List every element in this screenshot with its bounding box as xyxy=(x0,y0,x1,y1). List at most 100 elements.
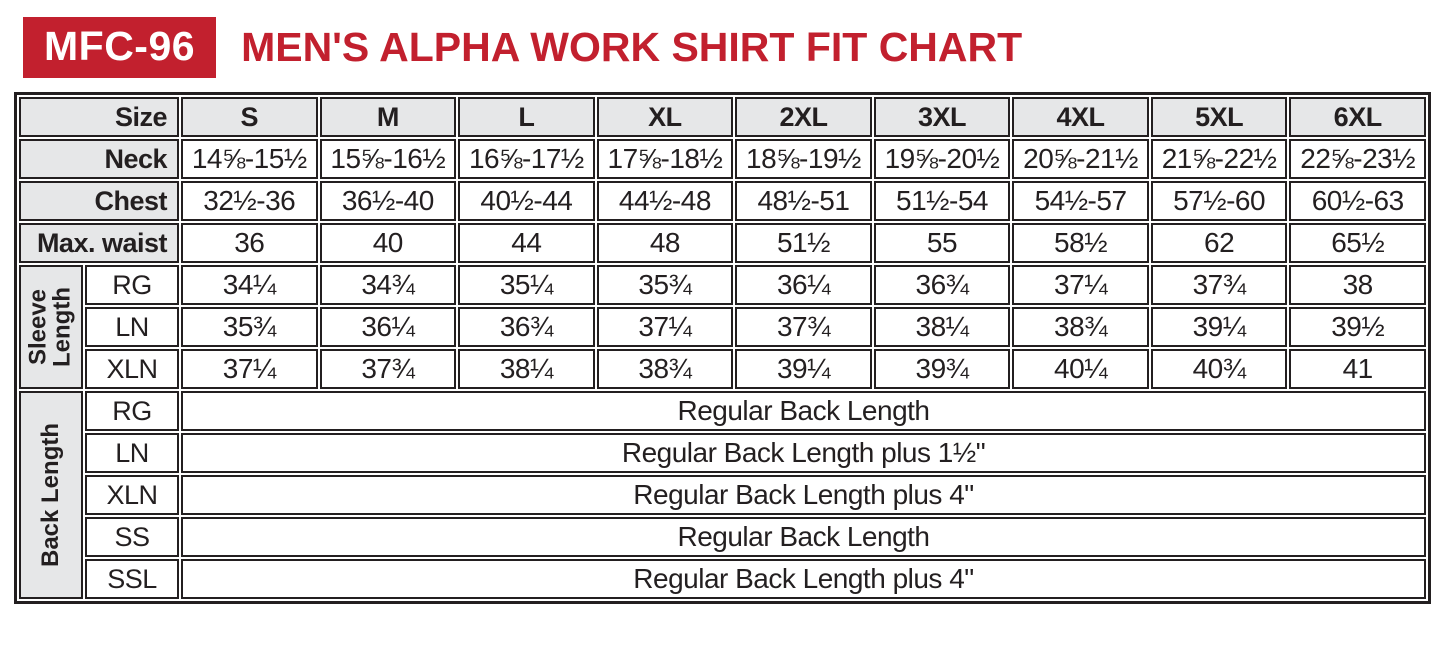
sleeve-rg-value-cell: 36¼ xyxy=(735,265,872,305)
back-rg-row: Back Length RG Regular Back Length xyxy=(19,391,1426,599)
sleeve-ln-value-cell: 37¾ xyxy=(735,307,872,347)
size-column-header: L xyxy=(458,97,595,137)
neck-row: Neck 14⅝-15½ 15⅝-16½ 16⅝-17½ 17⅝-18½ 18⅝… xyxy=(19,139,1426,179)
chest-row: Chest 32½-36 36½-40 40½-44 44½-48 48½-51… xyxy=(19,181,1426,221)
sleeve-rg-row: Sleeve Length RG 34¼ 34¾ 35¼ 35¾ 36¼ 36¾… xyxy=(19,265,1426,389)
size-column-header: S xyxy=(181,97,318,137)
fit-chart-frame: Size S M L XL 2XL 3XL 4XL 5XL 6XL Neck 1… xyxy=(14,92,1431,604)
neck-value-cell: 20⅝-21½ xyxy=(1012,139,1149,179)
neck-value-cell: 21⅝-22½ xyxy=(1150,139,1288,179)
max-waist-value-cell: 55 xyxy=(873,223,1011,263)
sleeve-xln-label: XLN xyxy=(85,349,179,389)
sleeve-xln-value-cell: 38¾ xyxy=(596,349,734,389)
back-ssl-value-cell: Regular Back Length plus 4" xyxy=(181,559,1426,599)
product-code-badge: MFC-96 xyxy=(23,16,217,79)
max-waist-value-cell: 40 xyxy=(319,223,457,263)
size-header-row: Size S M L XL 2XL 3XL 4XL 5XL 6XL xyxy=(19,97,1426,137)
chest-value-cell: 36½-40 xyxy=(319,181,457,221)
sleeve-length-group-label: Sleeve Length xyxy=(19,265,83,389)
max-waist-value-cell: 62 xyxy=(1150,223,1288,263)
fit-chart-table: Size S M L XL 2XL 3XL 4XL 5XL 6XL Neck 1… xyxy=(17,95,1428,601)
sleeve-ln-row: LN 35¾ 36¼ 36¾ 37¼ 37¾ 38¼ 38¾ 39¼ 39½ xyxy=(19,307,1426,347)
neck-value-cell: 14⅝-15½ xyxy=(181,139,318,179)
sleeve-ln-value-cell: 39½ xyxy=(1289,307,1426,347)
sleeve-rg-label: RG xyxy=(85,265,179,305)
size-header-label: Size xyxy=(19,97,179,137)
neck-value-cell: 16⅝-17½ xyxy=(458,139,595,179)
sleeve-ln-value-cell: 38¾ xyxy=(1012,307,1149,347)
chest-value-cell: 48½-51 xyxy=(735,181,872,221)
sleeve-rg-value-cell: 35¾ xyxy=(596,265,734,305)
sleeve-xln-value-cell: 39¼ xyxy=(735,349,872,389)
sleeve-xln-value-cell: 37¾ xyxy=(319,349,457,389)
size-column-header: XL xyxy=(596,97,734,137)
max-waist-row: Max. waist 36 40 44 48 51½ 55 58½ 62 65½ xyxy=(19,223,1426,263)
sleeve-ln-value-cell: 38¼ xyxy=(873,307,1011,347)
page-title: MEN'S ALPHA WORK SHIRT FIT CHART xyxy=(241,24,1023,70)
back-ss-row: SS Regular Back Length xyxy=(19,517,1426,557)
sleeve-ln-value-cell: 36¼ xyxy=(319,307,457,347)
back-length-vertical-text: Back Length xyxy=(36,422,64,568)
neck-value-cell: 17⅝-18½ xyxy=(596,139,734,179)
chest-value-cell: 44½-48 xyxy=(596,181,734,221)
max-waist-value-cell: 44 xyxy=(458,223,595,263)
max-waist-value-cell: 36 xyxy=(181,223,318,263)
back-rg-value-cell: Regular Back Length xyxy=(181,391,1426,431)
neck-row-label: Neck xyxy=(19,139,179,179)
sleeve-xln-value-cell: 39¾ xyxy=(873,349,1011,389)
back-length-group-label: Back Length xyxy=(19,391,83,599)
sleeve-xln-row: XLN 37¼ 37¾ 38¼ 38¾ 39¼ 39¾ 40¼ 40¾ 41 xyxy=(19,349,1426,389)
sleeve-rg-value-cell: 35¼ xyxy=(458,265,595,305)
page-header: MFC-96 MEN'S ALPHA WORK SHIRT FIT CHART xyxy=(0,0,1445,92)
chest-value-cell: 51½-54 xyxy=(873,181,1011,221)
back-ssl-row: SSL Regular Back Length plus 4" xyxy=(19,559,1426,599)
sleeve-rg-value-cell: 34¼ xyxy=(181,265,318,305)
chest-row-label: Chest xyxy=(19,181,179,221)
sleeve-rg-value-cell: 37¼ xyxy=(1012,265,1149,305)
size-column-header: 4XL xyxy=(1012,97,1149,137)
back-ln-value-cell: Regular Back Length plus 1½" xyxy=(181,433,1426,473)
chest-value-cell: 54½-57 xyxy=(1012,181,1149,221)
sleeve-length-vertical-text: Sleeve Length xyxy=(24,287,76,367)
sleeve-xln-value-cell: 38¼ xyxy=(458,349,595,389)
chest-value-cell: 32½-36 xyxy=(181,181,318,221)
back-xln-value-cell: Regular Back Length plus 4" xyxy=(181,475,1426,515)
sleeve-ln-value-cell: 35¾ xyxy=(181,307,318,347)
neck-value-cell: 19⅝-20½ xyxy=(873,139,1011,179)
back-rg-label: RG xyxy=(85,391,179,431)
back-ln-label: LN xyxy=(85,433,179,473)
size-column-header: 5XL xyxy=(1150,97,1288,137)
back-xln-row: XLN Regular Back Length plus 4" xyxy=(19,475,1426,515)
sleeve-ln-label: LN xyxy=(85,307,179,347)
back-ln-row: LN Regular Back Length plus 1½" xyxy=(19,433,1426,473)
sleeve-ln-value-cell: 37¼ xyxy=(596,307,734,347)
max-waist-value-cell: 48 xyxy=(596,223,734,263)
neck-value-cell: 15⅝-16½ xyxy=(319,139,457,179)
back-ss-value-cell: Regular Back Length xyxy=(181,517,1426,557)
neck-value-cell: 18⅝-19½ xyxy=(735,139,872,179)
sleeve-xln-value-cell: 40¾ xyxy=(1150,349,1288,389)
size-column-header: M xyxy=(319,97,457,137)
size-column-header: 2XL xyxy=(735,97,872,137)
chest-value-cell: 57½-60 xyxy=(1150,181,1288,221)
max-waist-row-label: Max. waist xyxy=(19,223,179,263)
max-waist-value-cell: 58½ xyxy=(1012,223,1149,263)
sleeve-rg-value-cell: 36¾ xyxy=(873,265,1011,305)
back-ssl-label: SSL xyxy=(85,559,179,599)
back-ss-label: SS xyxy=(85,517,179,557)
size-column-header: 3XL xyxy=(873,97,1011,137)
sleeve-xln-value-cell: 41 xyxy=(1289,349,1426,389)
sleeve-ln-value-cell: 36¾ xyxy=(458,307,595,347)
max-waist-value-cell: 51½ xyxy=(735,223,872,263)
sleeve-rg-value-cell: 34¾ xyxy=(319,265,457,305)
chest-value-cell: 40½-44 xyxy=(458,181,595,221)
sleeve-xln-value-cell: 40¼ xyxy=(1012,349,1149,389)
size-column-header: 6XL xyxy=(1289,97,1426,137)
sleeve-ln-value-cell: 39¼ xyxy=(1150,307,1288,347)
back-xln-label: XLN xyxy=(85,475,179,515)
sleeve-rg-value-cell: 38 xyxy=(1289,265,1426,305)
chest-value-cell: 60½-63 xyxy=(1289,181,1426,221)
max-waist-value-cell: 65½ xyxy=(1289,223,1426,263)
sleeve-rg-value-cell: 37¾ xyxy=(1150,265,1288,305)
neck-value-cell: 22⅝-23½ xyxy=(1289,139,1426,179)
